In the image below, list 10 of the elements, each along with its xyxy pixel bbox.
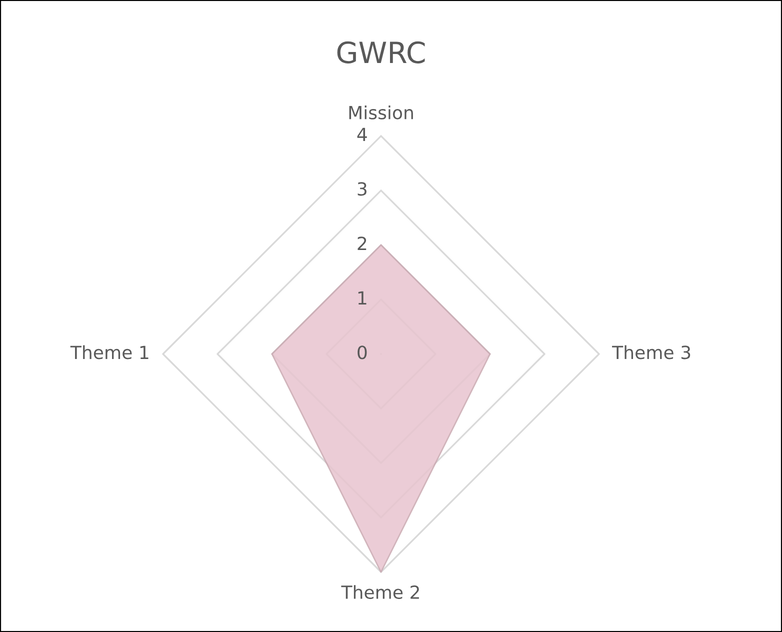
y-tick-label: 2 bbox=[358, 236, 366, 250]
y-tick-label: 0 bbox=[358, 346, 367, 360]
spoke-label: Theme 3 bbox=[612, 345, 690, 360]
y-tick-label: 4 bbox=[357, 128, 367, 141]
y-tick-label: 1 bbox=[358, 291, 366, 304]
spoke-label: Mission bbox=[349, 105, 413, 120]
spoke-label: Theme 2 bbox=[341, 585, 419, 600]
spoke-label: Theme 1 bbox=[70, 345, 148, 360]
y-tick-label: 3 bbox=[358, 182, 366, 196]
chart-title: GWRC bbox=[337, 41, 425, 64]
